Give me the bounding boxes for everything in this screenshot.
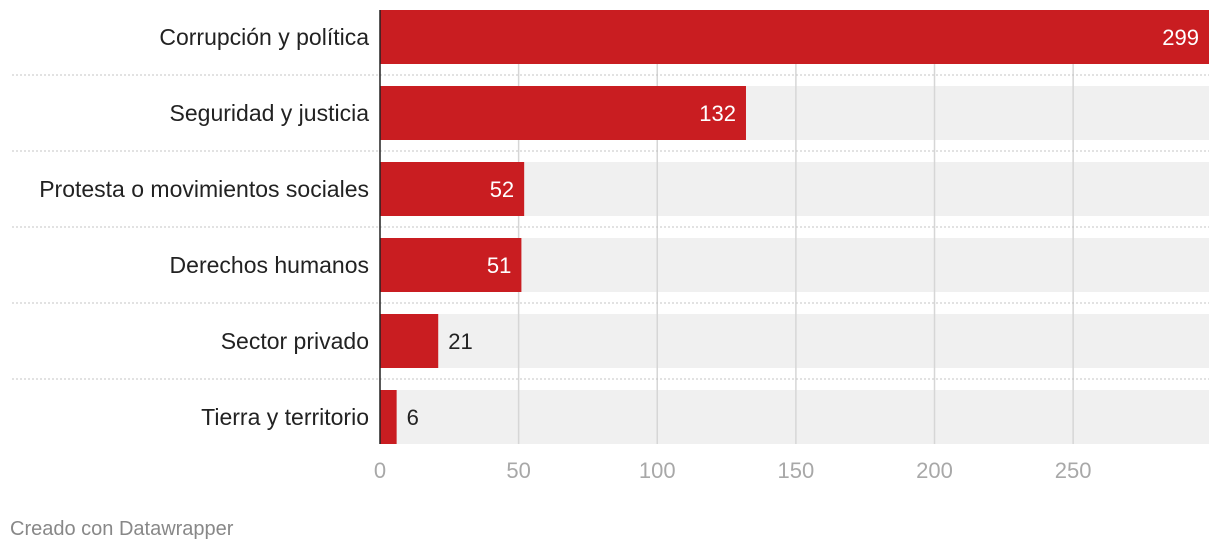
value-label: 6 xyxy=(407,405,419,430)
row-separators-layer xyxy=(12,74,1209,380)
value-label: 51 xyxy=(487,253,511,278)
tick-labels-layer: 0 50 100 150 200 250 xyxy=(374,458,1092,483)
x-tick-label: 0 xyxy=(374,458,386,483)
x-tick-label: 200 xyxy=(916,458,953,483)
footer-credit[interactable]: Creado con Datawrapper xyxy=(10,518,234,540)
category-labels-layer: Corrupción y política Seguridad y justici… xyxy=(39,24,369,430)
bar xyxy=(380,86,746,140)
value-labels-layer: 299 132 52 51 21 6 xyxy=(407,25,1199,430)
bar xyxy=(380,314,439,368)
category-label: Tierra y territorio xyxy=(201,404,369,430)
bar xyxy=(380,162,525,216)
x-tick-label: 150 xyxy=(778,458,815,483)
category-label: Protesta o movimientos sociales xyxy=(39,176,369,202)
x-tick-label: 250 xyxy=(1055,458,1092,483)
value-label: 21 xyxy=(448,329,472,354)
category-label: Derechos humanos xyxy=(170,252,369,278)
category-label: Sector privado xyxy=(221,328,369,354)
value-label: 52 xyxy=(490,177,514,202)
value-label: 299 xyxy=(1162,25,1199,50)
x-tick-label: 100 xyxy=(639,458,676,483)
background-bar xyxy=(380,314,1209,368)
value-label: 132 xyxy=(699,101,736,126)
bar xyxy=(380,10,1209,64)
x-tick-label: 50 xyxy=(506,458,530,483)
bar-chart: Corrupción y política Seguridad y justici… xyxy=(12,10,1209,483)
category-label: Corrupción y política xyxy=(159,24,369,50)
background-bar xyxy=(380,390,1209,444)
category-label: Seguridad y justicia xyxy=(170,100,370,126)
bar xyxy=(380,390,397,444)
bar xyxy=(380,238,522,292)
bars-layer xyxy=(380,10,1209,444)
